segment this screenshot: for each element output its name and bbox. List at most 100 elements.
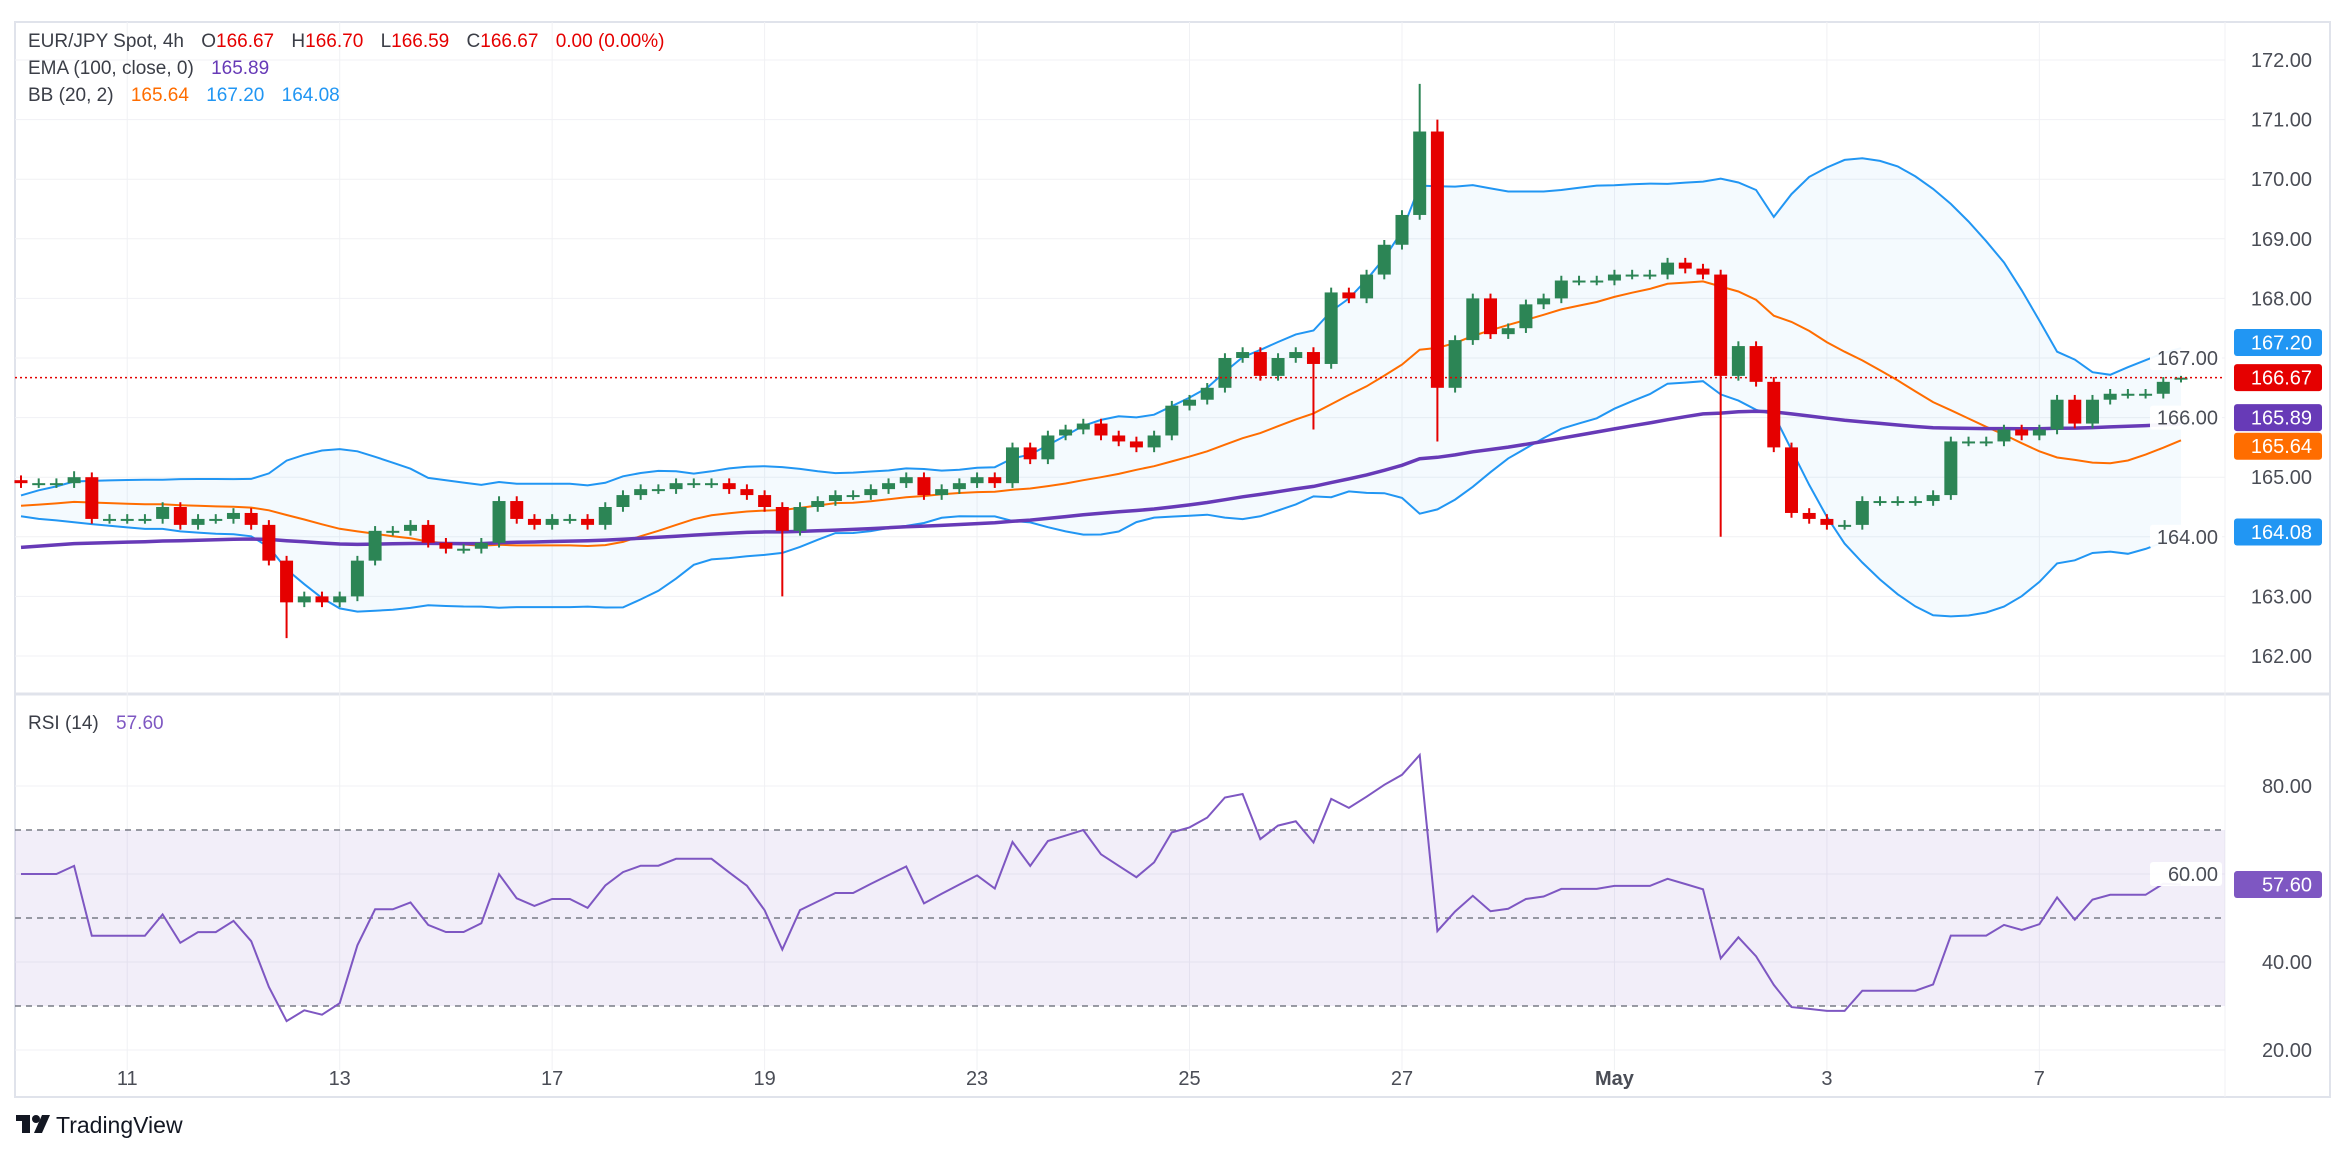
candle [527, 514, 541, 530]
candle [793, 502, 807, 536]
candle [1519, 299, 1533, 333]
candle-body [32, 483, 46, 486]
bb-basis-badge-text: 165.64 [2251, 436, 2312, 458]
candle-body [1076, 423, 1090, 430]
candle-body [1979, 441, 1993, 444]
open-value: 166.67 [216, 31, 274, 52]
candle-body [1501, 328, 1515, 335]
rsi-tick-label: 80.00 [2262, 776, 2312, 798]
candle-body [138, 518, 152, 521]
candle-body [120, 518, 134, 521]
candle-body [103, 518, 117, 521]
candle-body [14, 480, 28, 484]
candle [262, 520, 276, 566]
candle-body [1643, 274, 1657, 277]
candle [280, 555, 294, 639]
candle [952, 478, 966, 494]
candle [1413, 83, 1427, 220]
candle [209, 514, 223, 524]
candle [1271, 353, 1285, 381]
price-tick-label: 166.00 [2157, 408, 2218, 430]
candle [935, 484, 949, 500]
candle-body [882, 483, 896, 490]
candle-body [988, 477, 1002, 484]
time-tick-label: 27 [1391, 1068, 1413, 1090]
legend-ema[interactable]: EMA (100, close, 0) 165.89 [28, 58, 269, 79]
candle-body [209, 518, 223, 521]
bb-lower-badge: 164.08 [2234, 518, 2322, 546]
time-tick-label: 7 [2034, 1068, 2045, 1090]
candle [1059, 424, 1073, 441]
price-tick-label-bg [2150, 524, 2222, 549]
candle-body [2174, 377, 2188, 380]
candle-body [1731, 346, 1745, 376]
candle [297, 591, 311, 608]
candle-body [1129, 441, 1143, 448]
tradingview-logo[interactable]: TradingView [16, 1112, 183, 1138]
candle [2103, 388, 2117, 405]
time-tick-label: 11 [117, 1068, 138, 1090]
candle [917, 472, 931, 500]
candle [1767, 377, 1781, 453]
candle-body [527, 518, 541, 525]
chart-frame [14, 21, 2331, 1098]
candle-body [704, 483, 718, 486]
price-tick-label: 172.00 [2251, 50, 2312, 72]
candle [1997, 424, 2011, 447]
candle [421, 520, 435, 548]
candle [616, 490, 630, 512]
candle [545, 514, 559, 530]
candle [1714, 269, 1728, 537]
candle-body [1554, 280, 1568, 299]
candle [563, 514, 577, 524]
candle-body [457, 548, 471, 551]
candle-body [1678, 262, 1692, 269]
candle [1696, 263, 1710, 280]
time-tick-label: 19 [753, 1068, 775, 1090]
candle [687, 478, 701, 488]
candle-body [1873, 501, 1887, 504]
candle [1855, 496, 1869, 530]
candle-body [85, 477, 99, 519]
close-value: 166.67 [480, 31, 538, 52]
candle [457, 543, 471, 554]
candle-body [1537, 298, 1551, 305]
candle [864, 484, 878, 500]
bb-lower-line [20, 380, 2182, 618]
candle-body [563, 518, 577, 521]
candle [173, 502, 187, 530]
legend-bb[interactable]: BB (20, 2) 165.64 167.20 164.08 [28, 85, 340, 106]
legend-rsi[interactable]: RSI (14) 57.60 [28, 713, 164, 734]
candle-body [368, 530, 382, 561]
candle [510, 496, 524, 524]
candle [1147, 430, 1161, 453]
candle [103, 514, 117, 524]
price-tick-label: 169.00 [2251, 229, 2312, 251]
candle [1342, 287, 1356, 304]
change-value: 0.00 (0.00%) [556, 31, 665, 52]
candle [120, 514, 134, 524]
candle [1076, 418, 1090, 435]
candle [846, 490, 860, 500]
candle-body [1749, 346, 1763, 382]
candle-body [1430, 131, 1444, 388]
candle-body [1200, 387, 1214, 400]
candle-body [1661, 262, 1675, 275]
candle-body [2050, 399, 2064, 430]
candle-body [1218, 358, 1232, 388]
candle-body [722, 483, 736, 490]
candle-body [226, 512, 240, 519]
candle [1962, 436, 1976, 447]
candle-body [1714, 274, 1728, 376]
price-tick-label: 167.00 [2157, 348, 2218, 370]
bb-upper-badge: 167.20 [2234, 329, 2322, 357]
candle-body [775, 507, 789, 531]
rsi-value: 57.60 [116, 713, 164, 734]
price-tick-label: 168.00 [2251, 288, 2312, 310]
candle-body [651, 489, 665, 492]
bb-basis-value: 165.64 [131, 85, 190, 106]
candle-body [1572, 280, 1586, 283]
candle-body [510, 501, 524, 519]
time-tick-label: 25 [1178, 1068, 1200, 1090]
